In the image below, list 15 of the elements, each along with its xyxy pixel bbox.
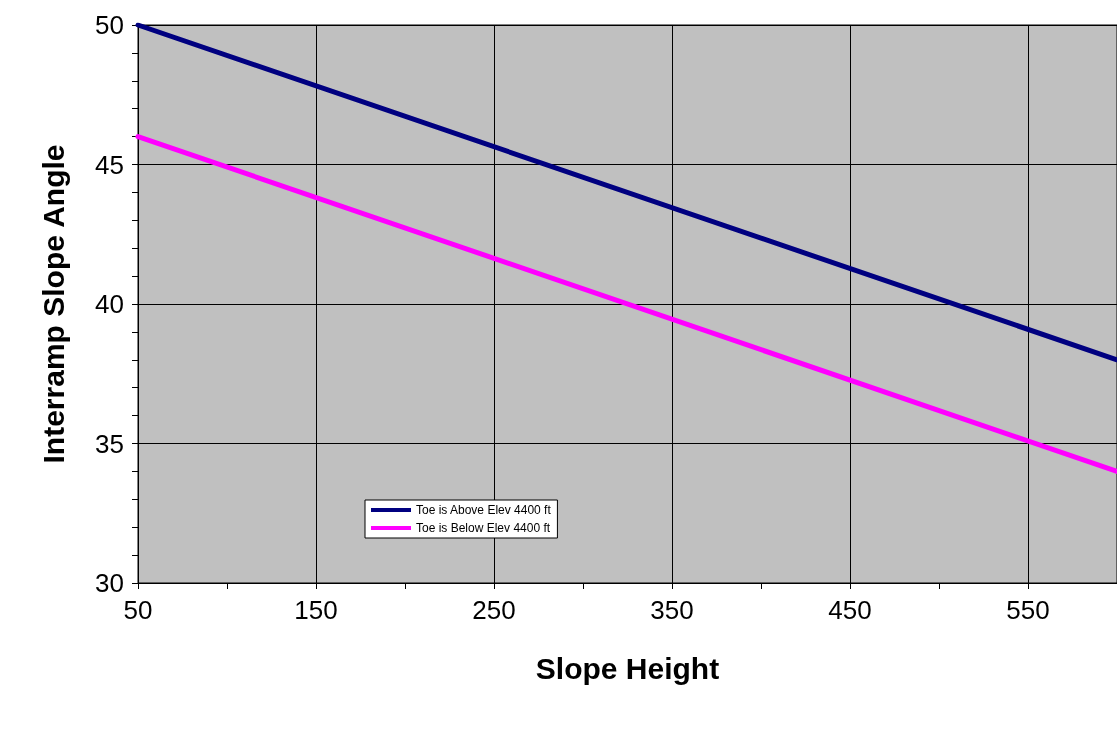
y-tick-label: 50 bbox=[95, 10, 124, 40]
y-tick-label: 30 bbox=[95, 568, 124, 598]
y-axis-title: Interramp Slope Angle bbox=[36, 144, 70, 464]
x-tick-label: 550 bbox=[1006, 595, 1050, 625]
y-tick-label: 40 bbox=[95, 289, 124, 319]
x-tick-label: 150 bbox=[294, 595, 338, 625]
x-tick-label: 350 bbox=[650, 595, 694, 625]
y-tick-label: 45 bbox=[95, 149, 124, 180]
legend-label: Toe is Below Elev 4400 ft bbox=[416, 521, 551, 535]
legend-label: Toe is Above Elev 4400 ft bbox=[416, 503, 552, 517]
y-tick-label: 35 bbox=[95, 428, 124, 459]
x-tick-label: 50 bbox=[123, 595, 153, 625]
x-tick-label: 250 bbox=[472, 595, 516, 625]
x-axis-title: Slope Height bbox=[535, 651, 720, 685]
x-tick-label: 450 bbox=[828, 595, 872, 625]
